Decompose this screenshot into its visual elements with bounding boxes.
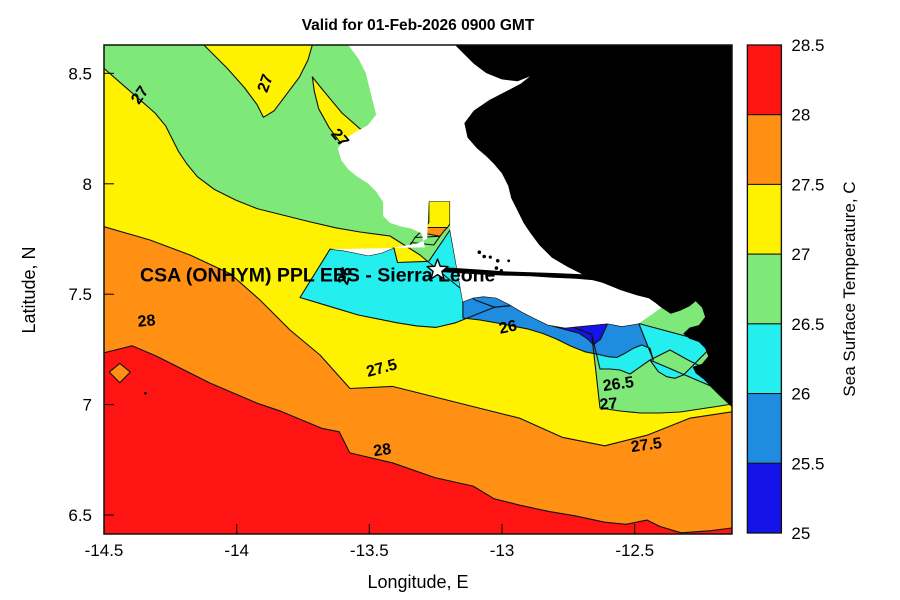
svg-text:Valid for 01-Feb-2026 0900 GMT: Valid for 01-Feb-2026 0900 GMT: [302, 17, 535, 34]
svg-text:28: 28: [791, 106, 810, 125]
svg-text:-13: -13: [490, 541, 515, 560]
svg-text:-14: -14: [224, 541, 249, 560]
svg-text:Longitude, E: Longitude, E: [367, 572, 468, 592]
svg-text:26: 26: [498, 317, 519, 337]
svg-text:7: 7: [83, 396, 92, 415]
svg-text:7.5: 7.5: [68, 285, 92, 304]
svg-text:-12.5: -12.5: [615, 541, 654, 560]
svg-text:8: 8: [83, 175, 92, 194]
svg-text:Sea Surface Temperature, C: Sea Surface Temperature, C: [840, 181, 859, 396]
svg-text:Latitude, N: Latitude, N: [19, 246, 39, 333]
svg-text:26: 26: [791, 385, 810, 404]
svg-text:25.5: 25.5: [791, 454, 824, 473]
svg-text:28.5: 28.5: [791, 36, 824, 55]
svg-text:-14.5: -14.5: [85, 541, 124, 560]
svg-text:27.5: 27.5: [791, 175, 824, 194]
svg-text:6.5: 6.5: [68, 506, 92, 525]
svg-text:26.5: 26.5: [791, 315, 824, 334]
svg-text:27: 27: [791, 245, 810, 264]
svg-text:8.5: 8.5: [68, 64, 92, 83]
svg-text:-13.5: -13.5: [350, 541, 389, 560]
svg-text:27: 27: [599, 395, 618, 413]
svg-text:28: 28: [137, 312, 156, 330]
svg-text:25: 25: [791, 524, 810, 543]
svg-text:28: 28: [372, 441, 392, 460]
